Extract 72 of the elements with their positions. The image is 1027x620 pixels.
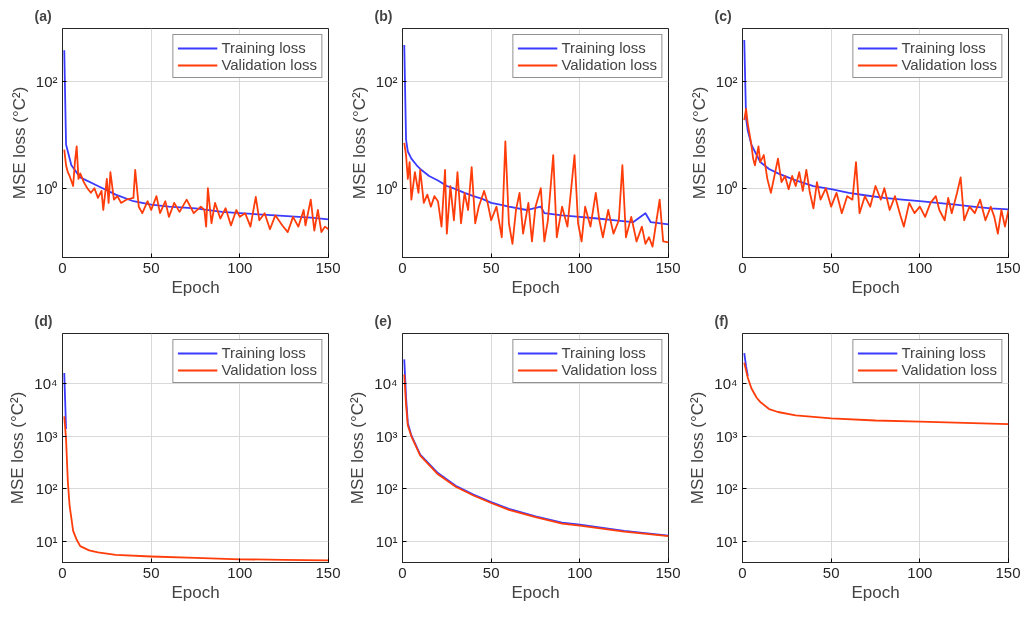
y-tick-label: 10² — [35, 73, 58, 91]
x-tick-label: 150 — [655, 563, 681, 581]
x-tick-label: 150 — [315, 258, 341, 276]
legend-label: Validation loss — [901, 361, 997, 378]
legend-label: Validation loss — [221, 361, 317, 378]
legend-label: Training loss — [561, 344, 646, 361]
x-tick-label: 150 — [655, 258, 681, 276]
x-tick-label: 0 — [58, 563, 67, 581]
x-tick-label: 50 — [822, 563, 840, 581]
legend-label: Validation loss — [901, 56, 997, 73]
y-tick-label: 10² — [715, 480, 738, 498]
y-tick-label: 10¹ — [715, 533, 738, 551]
x-axis-title: Epoch — [171, 277, 220, 297]
y-tick-label: 10² — [35, 480, 58, 498]
x-tick-label: 100 — [567, 258, 593, 276]
x-tick-label: 100 — [907, 563, 933, 581]
x-tick-label: 0 — [398, 258, 407, 276]
legend-label: Training loss — [901, 344, 986, 361]
y-tick-label: 10¹ — [35, 533, 58, 551]
legend-label: Validation loss — [561, 361, 657, 378]
x-tick-label: 100 — [227, 563, 253, 581]
chart-title: (b) — [374, 7, 393, 24]
x-tick-label: 50 — [822, 258, 840, 276]
y-tick-label: 10⁰ — [35, 179, 58, 197]
y-axis-title: MSE loss (°C²) — [9, 86, 29, 200]
x-tick-label: 100 — [567, 563, 593, 581]
x-tick-label: 50 — [142, 258, 160, 276]
y-axis-title: MSE loss (°C²) — [349, 86, 369, 200]
x-tick-label: 0 — [738, 563, 747, 581]
x-tick-label: 150 — [995, 258, 1021, 276]
y-tick-label: 10² — [715, 73, 738, 91]
y-tick-label: 10¹ — [375, 533, 398, 551]
chart-title: (f) — [714, 312, 729, 329]
y-tick-label: 10⁴ — [34, 375, 58, 393]
x-tick-label: 150 — [995, 563, 1021, 581]
x-axis-title: Epoch — [851, 277, 900, 297]
x-tick-label: 0 — [398, 563, 407, 581]
x-tick-label: 150 — [315, 563, 341, 581]
y-tick-label: 10⁴ — [714, 375, 738, 393]
legend-label: Validation loss — [221, 56, 317, 73]
x-tick-label: 50 — [142, 563, 160, 581]
legend-label: Training loss — [221, 39, 306, 56]
y-tick-label: 10⁰ — [715, 179, 738, 197]
legend-label: Training loss — [221, 344, 306, 361]
y-axis-title: MSE loss (°C²) — [689, 86, 709, 200]
y-tick-label: 10³ — [35, 427, 58, 445]
x-tick-label: 0 — [738, 258, 747, 276]
legend-label: Validation loss — [561, 56, 657, 73]
y-axis-title: MSE loss (°C²) — [8, 391, 28, 505]
x-axis-title: Epoch — [511, 582, 560, 602]
y-axis-title: MSE loss (°C²) — [348, 391, 368, 505]
y-tick-label: 10³ — [375, 427, 398, 445]
y-tick-label: 10⁰ — [375, 179, 398, 197]
x-tick-label: 50 — [482, 563, 500, 581]
y-tick-label: 10³ — [715, 427, 738, 445]
y-tick-label: 10² — [375, 73, 398, 91]
x-tick-label: 0 — [58, 258, 67, 276]
legend-label: Training loss — [561, 39, 646, 56]
chart-title: (d) — [34, 312, 53, 329]
chart-title: (c) — [714, 7, 732, 24]
y-tick-label: 10⁴ — [374, 375, 398, 393]
x-tick-label: 100 — [907, 258, 933, 276]
x-axis-title: Epoch — [511, 277, 560, 297]
x-axis-title: Epoch — [171, 582, 220, 602]
chart-title: (e) — [374, 312, 392, 329]
x-tick-label: 100 — [227, 258, 253, 276]
x-axis-title: Epoch — [851, 582, 900, 602]
legend-label: Training loss — [901, 39, 986, 56]
x-tick-label: 50 — [482, 258, 500, 276]
y-axis-title: MSE loss (°C²) — [688, 391, 708, 505]
y-tick-label: 10² — [375, 480, 398, 498]
chart-title: (a) — [34, 7, 52, 24]
